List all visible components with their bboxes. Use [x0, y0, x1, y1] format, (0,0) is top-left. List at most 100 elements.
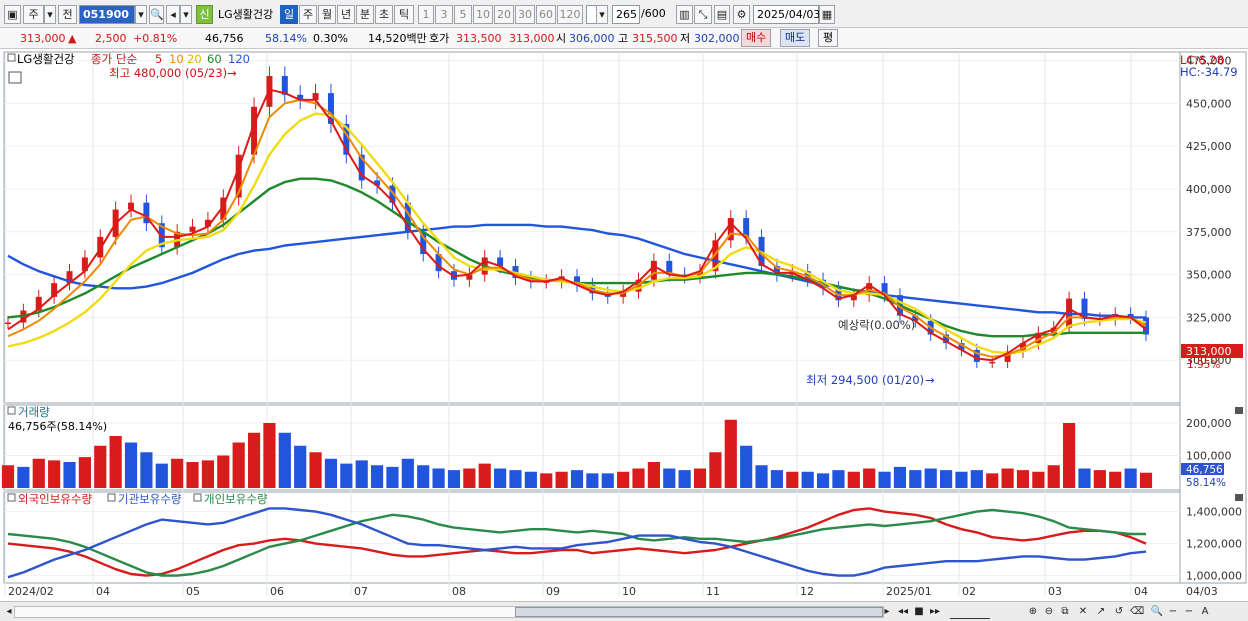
zoom-icon[interactable]: ⤡: [694, 5, 712, 24]
price-tick-label: 350,000: [1186, 269, 1232, 282]
volume-toggle-icon[interactable]: [7, 406, 16, 415]
speaker-dropdown-icon[interactable]: ▾: [180, 5, 192, 24]
interval-3-button[interactable]: 3: [435, 5, 453, 24]
zoom-slider[interactable]: [950, 605, 990, 619]
layout-icon[interactable]: ▣: [4, 5, 21, 24]
period-year-tab[interactable]: 년: [337, 5, 355, 24]
market-select[interactable]: 주: [23, 5, 44, 24]
current-pct-label: 1.95%: [1187, 359, 1220, 371]
code-dropdown-icon[interactable]: ▾: [135, 5, 147, 24]
market-dropdown-icon[interactable]: ▾: [44, 5, 56, 24]
volume-info: 46,756주(58.14%): [8, 420, 107, 433]
price-tick-label: 325,000: [1186, 311, 1232, 324]
legend-institution: 기관보유수량: [118, 492, 182, 506]
draw-icon[interactable]: ↗: [1096, 606, 1106, 617]
grid: [4, 52, 1180, 596]
save-icon[interactable]: ▤: [714, 5, 730, 24]
ma120-line: [7, 223, 1146, 319]
interval-60-button[interactable]: 60: [536, 5, 556, 24]
candle-body: [204, 219, 211, 227]
x-tick-label: 02: [962, 585, 976, 598]
scroll-right-icon[interactable]: ▸: [884, 606, 890, 617]
count-input[interactable]: 265: [612, 5, 640, 24]
date-input[interactable]: 2025/04/03: [753, 5, 820, 24]
holdings-panel-close-icon[interactable]: [1235, 494, 1243, 501]
candle-body: [189, 226, 196, 232]
eval-button[interactable]: 평: [818, 29, 839, 47]
signal-label: 신: [199, 8, 210, 21]
legend-simple: 단순: [116, 52, 137, 66]
min-price-label: 최저 294,500 (01/20): [806, 373, 924, 387]
holdings-toggle-icon[interactable]: [7, 493, 16, 502]
candle-body: [281, 75, 288, 95]
stop-icon[interactable]: ■: [914, 606, 924, 617]
stock-code-input[interactable]: 051900: [79, 5, 135, 24]
candle-body: [1127, 313, 1134, 318]
calendar-icon[interactable]: ▦: [819, 5, 835, 24]
signal-button[interactable]: 신: [196, 5, 213, 24]
minus-icon[interactable]: −: [1168, 606, 1178, 617]
volume-bar: [355, 460, 368, 488]
interval-10-button[interactable]: 10: [473, 5, 493, 24]
volume-bar: [863, 468, 876, 488]
scroll-left-icon[interactable]: ◂: [6, 606, 12, 617]
grid-view-icon[interactable]: [8, 71, 22, 84]
speaker-icon[interactable]: ◂: [166, 5, 180, 24]
legend-inst-icon[interactable]: [107, 493, 116, 502]
candle-body: [312, 93, 319, 100]
prev-button[interactable]: 전: [58, 5, 77, 24]
volume-bar: [1032, 471, 1045, 488]
sell-button[interactable]: 매도: [780, 29, 811, 47]
x-tick-label: 03: [1048, 585, 1062, 598]
panel-toggle-icon[interactable]: [7, 53, 16, 62]
period-month-tab[interactable]: 월: [318, 5, 336, 24]
font-size-icon[interactable]: A: [1201, 606, 1209, 617]
chart-scrollbar[interactable]: [14, 606, 884, 618]
forward-icon[interactable]: ▸▸: [929, 606, 941, 617]
price-panel-title: LG생활건강: [17, 52, 75, 66]
custom-interval-dropdown-icon[interactable]: ▾: [596, 5, 608, 24]
interval-1-button[interactable]: 1: [418, 5, 434, 24]
zoom-out-icon[interactable]: ⊖: [1044, 606, 1054, 617]
dash-icon[interactable]: −: [1184, 606, 1194, 617]
gear-icon[interactable]: ⚙: [733, 5, 750, 24]
scroll-thumb[interactable]: [515, 607, 883, 617]
candle-body: [466, 274, 473, 280]
candle-body: [1004, 351, 1011, 362]
stock-chart[interactable]: 475,000 450,000 425,000 400,000 375,000 350,0…: [0, 50, 1248, 601]
interval-5-button[interactable]: 5: [454, 5, 472, 24]
holdings-panel-frame: [3, 491, 1181, 584]
price-panel-frame: [3, 51, 1181, 404]
open-label: 시: [556, 32, 567, 45]
period-second-tab[interactable]: 초: [375, 5, 393, 24]
volume-tick-label: 200,000: [1186, 417, 1232, 430]
legend-indiv-icon[interactable]: [193, 493, 202, 502]
interval-1-label: 1: [422, 8, 430, 21]
copy-icon[interactable]: ⧉: [1061, 606, 1069, 617]
sell-label: 매도: [785, 31, 806, 44]
crosshair-icon[interactable]: ✕: [1078, 606, 1088, 617]
period-week-tab[interactable]: 주: [299, 5, 317, 24]
search-icon[interactable]: 🔍: [149, 5, 164, 24]
undo-icon[interactable]: ↺: [1114, 606, 1124, 617]
eraser-icon[interactable]: ⌫: [1130, 606, 1145, 617]
buy-button[interactable]: 매수: [741, 29, 772, 47]
price-tick-label: 400,000: [1186, 183, 1232, 196]
volume-panel-close-icon[interactable]: [1235, 407, 1243, 414]
zoom-in-icon[interactable]: ⊕: [1028, 606, 1038, 617]
interval-120-button[interactable]: 120: [557, 5, 583, 24]
volume-bar: [109, 436, 122, 488]
volume-bar: [1047, 465, 1060, 488]
candle-body: [35, 296, 42, 311]
interval-120-label: 120: [559, 8, 581, 21]
rewind-icon[interactable]: ◂◂: [897, 606, 909, 617]
search-footer-icon[interactable]: 🔍: [1150, 606, 1164, 617]
open-price: 306,000: [569, 32, 615, 45]
candle-icon[interactable]: ▥: [676, 5, 693, 24]
period-day-tab[interactable]: 일: [280, 5, 298, 24]
interval-20-button[interactable]: 20: [494, 5, 514, 24]
volume-bar: [678, 470, 691, 488]
period-tick-tab[interactable]: 틱: [394, 5, 414, 24]
interval-30-button[interactable]: 30: [515, 5, 535, 24]
period-minute-tab[interactable]: 분: [356, 5, 374, 24]
